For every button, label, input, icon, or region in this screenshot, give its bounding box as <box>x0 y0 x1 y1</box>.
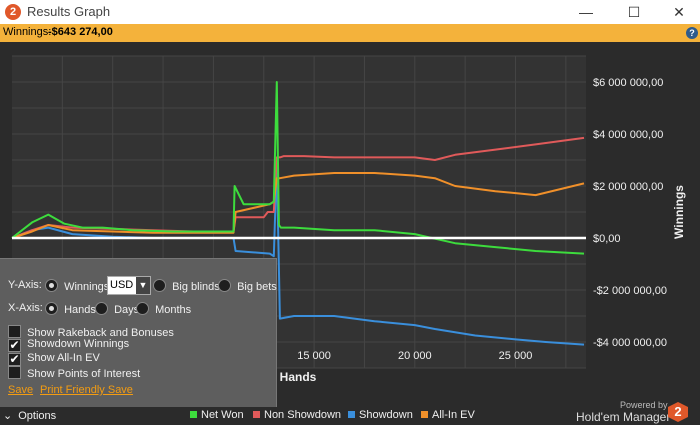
legend-label-showdown: Showdown <box>359 409 413 421</box>
legend-swatch-net-won <box>190 411 197 418</box>
y-tick-label: -$2 000 000,00 <box>593 285 667 297</box>
brand-logo-icon: 2 <box>668 402 688 422</box>
maximize-button[interactable]: ☐ <box>627 4 641 20</box>
show-points-checkbox[interactable] <box>8 366 21 379</box>
y-winnings-label: Winnings <box>64 281 110 293</box>
showdown-winnings-option[interactable]: ✔ Showdown Winnings <box>8 338 129 352</box>
y-axis-label: Winnings <box>672 185 686 239</box>
showdown-winnings-label: Showdown Winnings <box>27 338 130 350</box>
showdown-winnings-checkbox[interactable]: ✔ <box>8 338 21 352</box>
y-bigbets-radio[interactable] <box>218 279 231 292</box>
x-axis-months-option[interactable]: Months <box>136 302 191 316</box>
x-tick-label: 15 000 <box>297 350 331 362</box>
legend-label-non-showdown: Non Showdown <box>264 409 342 421</box>
x-hands-radio[interactable] <box>45 302 58 315</box>
y-tick-label: $2 000 000,00 <box>593 181 663 193</box>
x-days-label: Days <box>114 304 140 316</box>
x-days-radio[interactable] <box>95 302 108 315</box>
y-bigblinds-label: Big blinds <box>172 281 220 293</box>
print-friendly-save-link[interactable]: Print Friendly Save <box>40 384 133 396</box>
legend-showdown: Showdown <box>348 409 413 421</box>
y-axis-bigbets-option[interactable]: Big bets <box>218 279 277 293</box>
show-rakeback-checkbox[interactable] <box>8 325 21 338</box>
legend-swatch-showdown <box>348 411 355 418</box>
x-tick-label: 20 000 <box>398 350 432 362</box>
show-allin-ev-checkbox[interactable]: ✔ <box>8 352 21 366</box>
save-link[interactable]: Save <box>8 384 34 396</box>
brand-name: Hold'em Manager <box>576 410 671 424</box>
currency-value: USD <box>110 279 134 291</box>
series-line-showdown <box>11 161 585 346</box>
y-axis-winnings-option[interactable]: Winnings <box>45 279 109 293</box>
y-tick-label: $6 000 000,00 <box>593 77 663 89</box>
y-axis-ticks: $6 000 000,00 $4 000 000,00 $2 000 000,00 $… <box>593 77 667 349</box>
help-icon[interactable]: ? <box>686 27 698 39</box>
show-rakeback-label: Show Rakeback and Bonuses <box>27 327 174 339</box>
show-points-label: Show Points of Interest <box>27 368 141 380</box>
x-months-label: Months <box>155 304 192 316</box>
powered-by-text: Powered by <box>620 400 668 410</box>
x-hands-label: Hands <box>64 304 96 316</box>
options-toggle-label: Options <box>18 410 57 422</box>
y-tick-label: -$4 000 000,00 <box>593 337 667 349</box>
series-line-net-won <box>11 81 585 255</box>
x-axis-ticks: 15 000 20 000 25 000 <box>297 350 532 362</box>
winnings-label: Winnings: <box>3 26 52 38</box>
legend-label-all-in-ev: All-In EV <box>432 409 475 421</box>
window-title: Results Graph <box>27 4 111 19</box>
legend-swatch-non-showdown <box>253 411 260 418</box>
x-axis-label: Hands <box>280 370 317 384</box>
app-logo-icon: 2 <box>5 4 21 20</box>
currency-select[interactable]: USD ▼ <box>107 276 151 295</box>
y-axis-bigblinds-option[interactable]: Big blinds <box>153 279 220 293</box>
y-axis-label-opt: Y-Axis: <box>8 279 42 291</box>
y-winnings-radio[interactable] <box>45 279 58 292</box>
show-allin-ev-option[interactable]: ✔ Show All-In EV <box>8 352 100 366</box>
close-button[interactable]: ✕ <box>673 4 685 20</box>
y-bigblinds-radio[interactable] <box>153 279 166 292</box>
show-points-option[interactable]: Show Points of Interest <box>8 366 140 380</box>
winnings-value: -$643 274,00 <box>48 26 113 38</box>
chevron-down-icon[interactable]: ▼ <box>136 277 150 294</box>
legend-net-won: Net Won <box>190 409 244 421</box>
legend-all-in-ev: All-In EV <box>421 409 475 421</box>
x-axis-label-opt: X-Axis: <box>8 302 43 314</box>
x-axis-hands-option[interactable]: Hands <box>45 302 96 316</box>
options-toggle-button[interactable]: ⌄ Options <box>3 409 56 422</box>
legend-label-net-won: Net Won <box>201 409 244 421</box>
series-layer <box>11 81 585 346</box>
winnings-summary-bar: Winnings: -$643 274,00 ? <box>0 24 700 42</box>
minimize-button[interactable]: — <box>579 4 593 20</box>
x-months-radio[interactable] <box>136 302 149 315</box>
window-titlebar: 2 Results Graph — ☐ ✕ <box>0 0 700 24</box>
y-tick-label: $0,00 <box>593 233 621 245</box>
show-rakeback-option[interactable]: Show Rakeback and Bonuses <box>8 325 174 339</box>
y-tick-label: $4 000 000,00 <box>593 129 663 141</box>
show-allin-ev-label: Show All-In EV <box>27 352 100 364</box>
y-bigbets-label: Big bets <box>237 281 277 293</box>
series-line-all-in-ev <box>11 172 585 239</box>
legend-swatch-all-in-ev <box>421 411 428 418</box>
x-tick-label: 25 000 <box>499 350 533 362</box>
x-axis-days-option[interactable]: Days <box>95 302 139 316</box>
chevron-down-icon: ⌄ <box>3 410 13 422</box>
legend-non-showdown: Non Showdown <box>253 409 341 421</box>
